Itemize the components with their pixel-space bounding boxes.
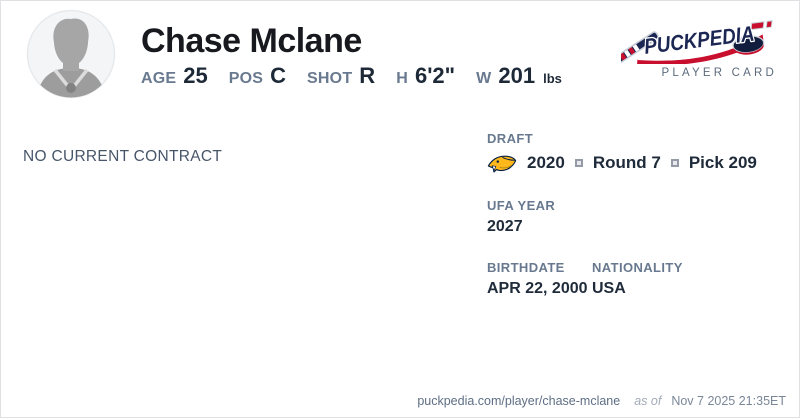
stat-weight-label: W — [476, 70, 492, 88]
draft-label: DRAFT — [487, 131, 534, 146]
stat-height: H 6'2" — [396, 63, 455, 89]
separator-icon — [574, 159, 583, 167]
nashville-predators-icon — [487, 155, 517, 173]
player-stats-row: AGE 25 POS C SHOT R H 6'2" W 201 lbs — [141, 63, 562, 89]
draft-section: DRAFT 2020 Round 7 Pick 209 — [487, 131, 787, 174]
as-of-label: as of — [634, 394, 662, 408]
stat-pos: POS C — [229, 63, 286, 89]
stat-weight-unit: lbs — [543, 71, 562, 87]
ufa-value: 2027 — [487, 218, 523, 235]
stat-weight: W 201 lbs — [476, 63, 562, 89]
stat-height-label: H — [396, 70, 408, 88]
nationality-label: NATIONALITY — [592, 260, 683, 275]
player-identity: Chase Mclane AGE 25 POS C SHOT R H 6'2" … — [141, 22, 562, 89]
separator-icon — [670, 159, 679, 167]
stat-age-label: AGE — [141, 70, 177, 88]
ufa-section: UFA YEAR 2027 — [487, 198, 787, 236]
draft-pick: Pick 209 — [688, 153, 757, 172]
snapshot-timestamp: Nov 7 2025 21:35ET — [671, 394, 786, 408]
birthdate-label: BIRTHDATE — [487, 260, 565, 275]
player-page-url[interactable]: puckpedia.com/player/chase-mclane — [417, 394, 621, 408]
birthdate-section: BIRTHDATE APR 22, 2000 — [487, 260, 592, 298]
draft-row: 2020 Round 7 Pick 209 — [487, 152, 787, 174]
draft-round: Round 7 — [592, 153, 661, 172]
person-silhouette-icon — [26, 9, 116, 99]
stat-shot: SHOT R — [307, 63, 375, 89]
stat-age: AGE 25 — [141, 63, 208, 89]
player-name: Chase Mclane — [141, 22, 362, 60]
nationality-value: USA — [592, 280, 626, 297]
birthdate-value: APR 22, 2000 — [487, 280, 588, 297]
contract-status: NO CURRENT CONTRACT — [23, 148, 223, 165]
footer: puckpedia.com/player/chase-mclane as of … — [417, 394, 786, 408]
stat-shot-label: SHOT — [307, 70, 353, 88]
stat-height-value: 6'2" — [414, 63, 456, 89]
birth-nationality-row: BIRTHDATE APR 22, 2000 NATIONALITY USA — [487, 260, 787, 298]
brand-block: PuckPedia PLAYER CARD — [613, 12, 777, 79]
stat-shot-value: R — [359, 63, 376, 89]
avatar — [26, 9, 116, 99]
puckpedia-logo: PuckPedia — [621, 19, 773, 64]
draft-year: 2020 — [527, 153, 565, 172]
details-column: DRAFT 2020 Round 7 Pick 209 UFA YEAR 202… — [487, 131, 787, 298]
stat-pos-label: POS — [228, 70, 264, 88]
stat-pos-value: C — [270, 63, 287, 89]
nationality-section: NATIONALITY USA — [592, 260, 683, 298]
stat-weight-value: 201 — [498, 63, 536, 89]
stat-age-value: 25 — [183, 63, 208, 89]
ufa-label: UFA YEAR — [487, 198, 556, 213]
brand-tagline: PLAYER CARD — [661, 67, 777, 79]
